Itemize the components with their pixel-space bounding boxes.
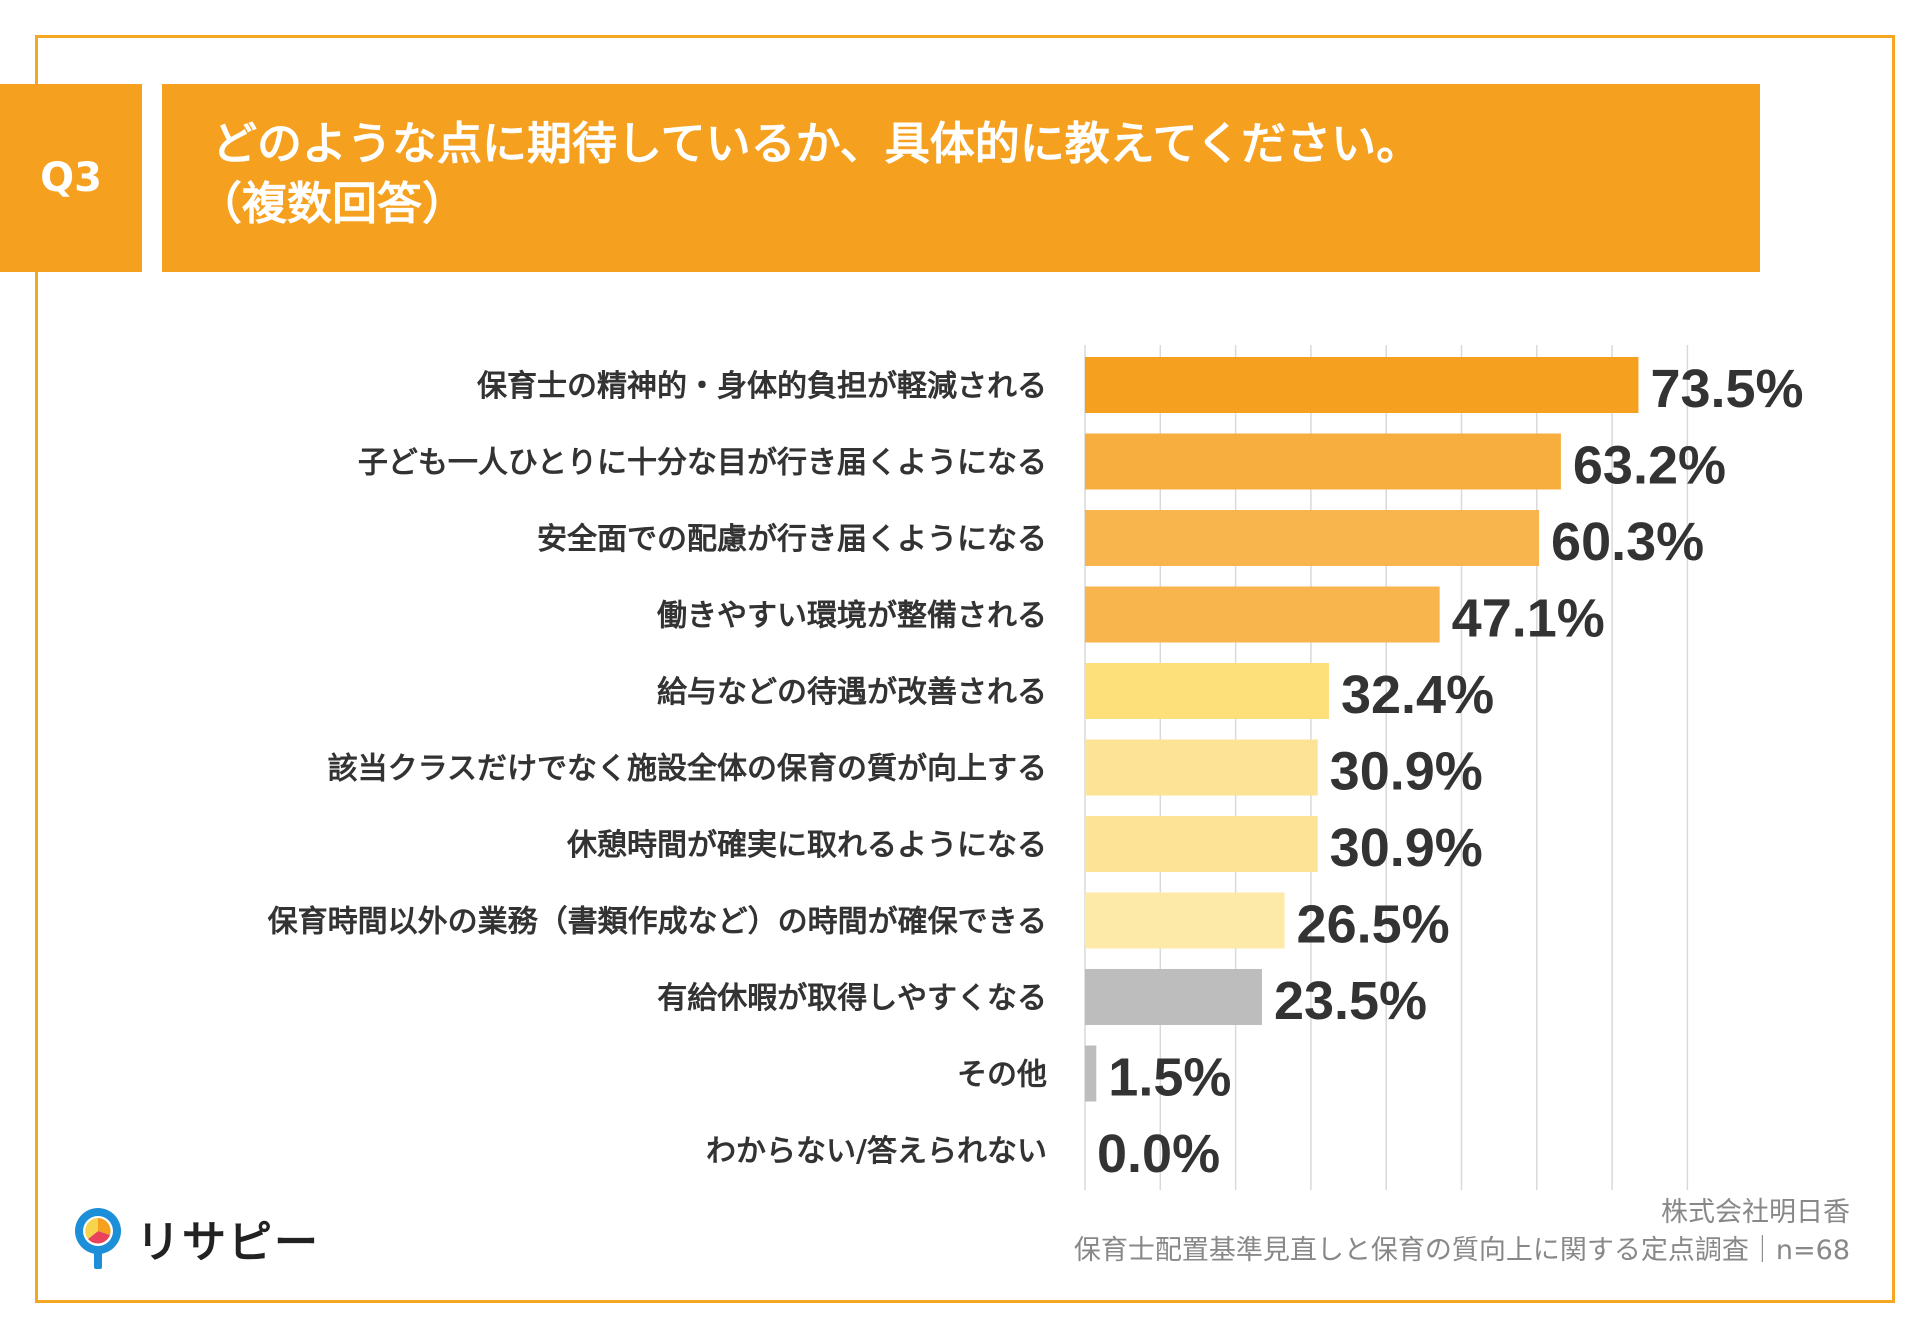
value-label: 0.0% bbox=[1097, 1124, 1220, 1184]
value-label: 23.5% bbox=[1274, 971, 1427, 1031]
category-label: 保育時間以外の業務（書類作成など）の時間が確保できる bbox=[268, 905, 1047, 940]
source-survey: 保育士配置基準見直しと保育の質向上に関する定点調査｜n=68 bbox=[1073, 1235, 1850, 1266]
category-label: 有給休暇が取得しやすくなる bbox=[657, 981, 1047, 1016]
question-title: どのような点に期待しているか、具体的に教えてください。 bbox=[212, 117, 1422, 170]
value-label: 47.1% bbox=[1452, 589, 1605, 649]
bar bbox=[1085, 433, 1561, 490]
risapi-logo: リサピー bbox=[70, 1205, 320, 1271]
bar bbox=[1085, 510, 1540, 566]
category-label: 子ども一人ひとりに十分な目が行き届くようになる bbox=[358, 446, 1047, 481]
category-label: 働きやすい環境が整備される bbox=[656, 599, 1047, 634]
pin-logo-icon bbox=[75, 1208, 121, 1269]
bar bbox=[1085, 739, 1318, 796]
question-subtitle: （複数回答） bbox=[197, 177, 468, 230]
bar bbox=[1085, 892, 1285, 949]
category-label: 安全面での配慮が行き届くようになる bbox=[537, 522, 1047, 557]
bar bbox=[1085, 969, 1262, 1025]
value-label: 1.5% bbox=[1108, 1048, 1231, 1108]
value-label: 63.2% bbox=[1573, 436, 1726, 496]
category-label: 給与などの待遇が改善される bbox=[657, 675, 1047, 710]
category-label: 休憩時間が確実に取れるようになる bbox=[566, 828, 1047, 863]
logo-text: リサピー bbox=[136, 1217, 320, 1268]
value-label: 32.4% bbox=[1341, 665, 1494, 725]
bar bbox=[1085, 586, 1440, 643]
value-label: 26.5% bbox=[1297, 895, 1450, 955]
outer-frame bbox=[35, 35, 1895, 1303]
source-company: 株式会社明日香 bbox=[1661, 1197, 1850, 1228]
bar bbox=[1085, 1045, 1097, 1102]
category-label: その他 bbox=[957, 1058, 1047, 1093]
source-note: 株式会社明日香 保育士配置基準見直しと保育の質向上に関する定点調査｜n=68 bbox=[1074, 1194, 1850, 1270]
title-bar: どのような点に期待しているか、具体的に教えてください。 （複数回答） bbox=[162, 84, 1760, 272]
question-badge: Q3 bbox=[0, 84, 142, 272]
question-number: Q3 bbox=[40, 155, 102, 201]
bar bbox=[1085, 663, 1329, 719]
category-label: 保育士の精神的・身体的負担が軽減される bbox=[477, 369, 1047, 404]
value-label: 30.9% bbox=[1330, 818, 1483, 878]
category-label: わからない/答えられない bbox=[706, 1134, 1047, 1169]
value-label: 30.9% bbox=[1330, 742, 1483, 802]
category-label: 該当クラスだけでなく施設全体の保育の質が向上する bbox=[328, 752, 1047, 787]
value-label: 73.5% bbox=[1650, 359, 1803, 419]
bar bbox=[1085, 357, 1639, 413]
bar bbox=[1085, 816, 1318, 872]
value-label: 60.3% bbox=[1551, 512, 1704, 572]
